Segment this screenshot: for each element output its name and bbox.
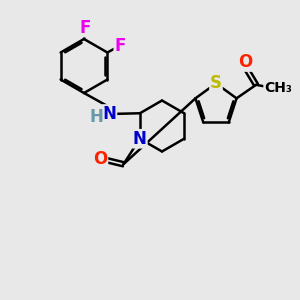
Text: F: F bbox=[80, 19, 91, 37]
Text: O: O bbox=[238, 53, 253, 71]
Text: N: N bbox=[133, 130, 147, 148]
Text: N: N bbox=[103, 105, 116, 123]
Text: CH₃: CH₃ bbox=[264, 81, 292, 95]
Text: H: H bbox=[90, 108, 104, 126]
Text: S: S bbox=[210, 74, 222, 92]
Text: F: F bbox=[114, 37, 126, 55]
Text: O: O bbox=[93, 150, 107, 168]
